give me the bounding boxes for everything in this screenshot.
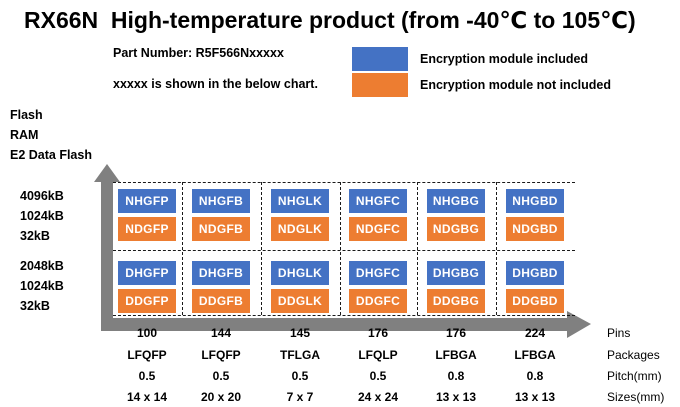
package-value: TFLGA — [280, 348, 320, 362]
legend-swatch-included — [352, 47, 408, 71]
pitch-value: 0.8 — [526, 369, 544, 383]
group2-flash-size: 2048kB — [20, 259, 64, 273]
legend-label-not-included: Encryption module not included — [420, 78, 611, 92]
part-chip: NDGFC — [349, 217, 407, 241]
size-value: 14 x 14 — [126, 390, 168, 404]
legend-label-included: Encryption module included — [420, 52, 589, 66]
grid-line-bottom — [113, 315, 575, 316]
grid-line-col3 — [340, 182, 341, 315]
x-axis-label-pins: Pins — [607, 326, 631, 340]
group1-e2-size: 32kB — [20, 229, 50, 243]
part-chip: NDGFP — [118, 217, 176, 241]
part-chip: NHGBD — [506, 189, 564, 213]
pins-value: 176 — [367, 326, 389, 340]
part-chip: NDGBD — [506, 217, 564, 241]
size-value: 20 x 20 — [200, 390, 242, 404]
x-axis-arrow — [101, 311, 591, 338]
pins-value: 145 — [289, 326, 311, 340]
part-chip: DHGFB — [192, 261, 250, 285]
pins-value: 144 — [210, 326, 232, 340]
part-chip: NDGBG — [427, 217, 485, 241]
y-axis-arrow — [94, 164, 120, 331]
part-chip: DDGBD — [506, 289, 564, 313]
part-chip: NHGFC — [349, 189, 407, 213]
package-value: LFQFP — [127, 348, 167, 362]
part-chip: DDGFP — [118, 289, 176, 313]
part-chip: DHGFC — [349, 261, 407, 285]
x-axis-label-pitch: Pitch(mm) — [607, 369, 662, 383]
pitch-value: 0.5 — [212, 369, 230, 383]
part-chip: DDGFC — [349, 289, 407, 313]
legend-swatch-not-included — [352, 73, 408, 97]
grid-line-top — [113, 182, 575, 183]
size-value: 13 x 13 — [435, 390, 477, 404]
pitch-value: 0.5 — [291, 369, 309, 383]
page-title: RX66N High-temperature product (from -40… — [24, 7, 636, 33]
part-chip: DHGLK — [271, 261, 329, 285]
part-chip: DHGBG — [427, 261, 485, 285]
part-chip: DHGBD — [506, 261, 564, 285]
package-value: LFBGA — [435, 348, 477, 362]
package-value: LFQLP — [358, 348, 398, 362]
x-axis-label-packages: Packages — [607, 348, 660, 362]
part-chip: NHGFP — [118, 189, 176, 213]
axis-arrows — [94, 164, 591, 338]
y-axis-heading-ram: RAM — [10, 128, 39, 142]
y-axis-heading-e2: E2 Data Flash — [10, 148, 92, 162]
pins-value: 100 — [136, 326, 158, 340]
part-number-hint: xxxxx is shown in the below chart. — [113, 77, 318, 91]
size-value: 13 x 13 — [514, 390, 556, 404]
grid-line-col1 — [182, 182, 183, 315]
package-value: LFQFP — [201, 348, 241, 362]
part-chip: NHGLK — [271, 189, 329, 213]
pitch-value: 0.8 — [447, 369, 465, 383]
grid-line-col2 — [261, 182, 262, 315]
part-chip: DDGFB — [192, 289, 250, 313]
pitch-value: 0.5 — [369, 369, 387, 383]
size-value: 24 x 24 — [357, 390, 399, 404]
part-chip: NHGBG — [427, 189, 485, 213]
package-value: LFBGA — [514, 348, 556, 362]
grid-line-middle — [113, 250, 575, 251]
grid-line-col5 — [496, 182, 497, 315]
part-chip: NHGFB — [192, 189, 250, 213]
part-chip: DDGLK — [271, 289, 329, 313]
grid-line-col4 — [417, 182, 418, 315]
size-value: 7 x 7 — [286, 390, 314, 404]
part-chip: NDGFB — [192, 217, 250, 241]
group1-ram-size: 1024kB — [20, 209, 64, 223]
x-axis-label-sizes: Sizes(mm) — [607, 390, 665, 404]
part-chip: DHGFP — [118, 261, 176, 285]
group2-ram-size: 1024kB — [20, 279, 64, 293]
group1-flash-size: 4096kB — [20, 189, 64, 203]
pins-value: 224 — [524, 326, 546, 340]
pitch-value: 0.5 — [138, 369, 156, 383]
y-axis-heading-flash: Flash — [10, 108, 43, 122]
part-chip: NDGLK — [271, 217, 329, 241]
group2-e2-size: 32kB — [20, 299, 50, 313]
part-chip: DDGBG — [427, 289, 485, 313]
pins-value: 176 — [445, 326, 467, 340]
part-number-note: Part Number: R5F566Nxxxxx — [113, 46, 284, 60]
